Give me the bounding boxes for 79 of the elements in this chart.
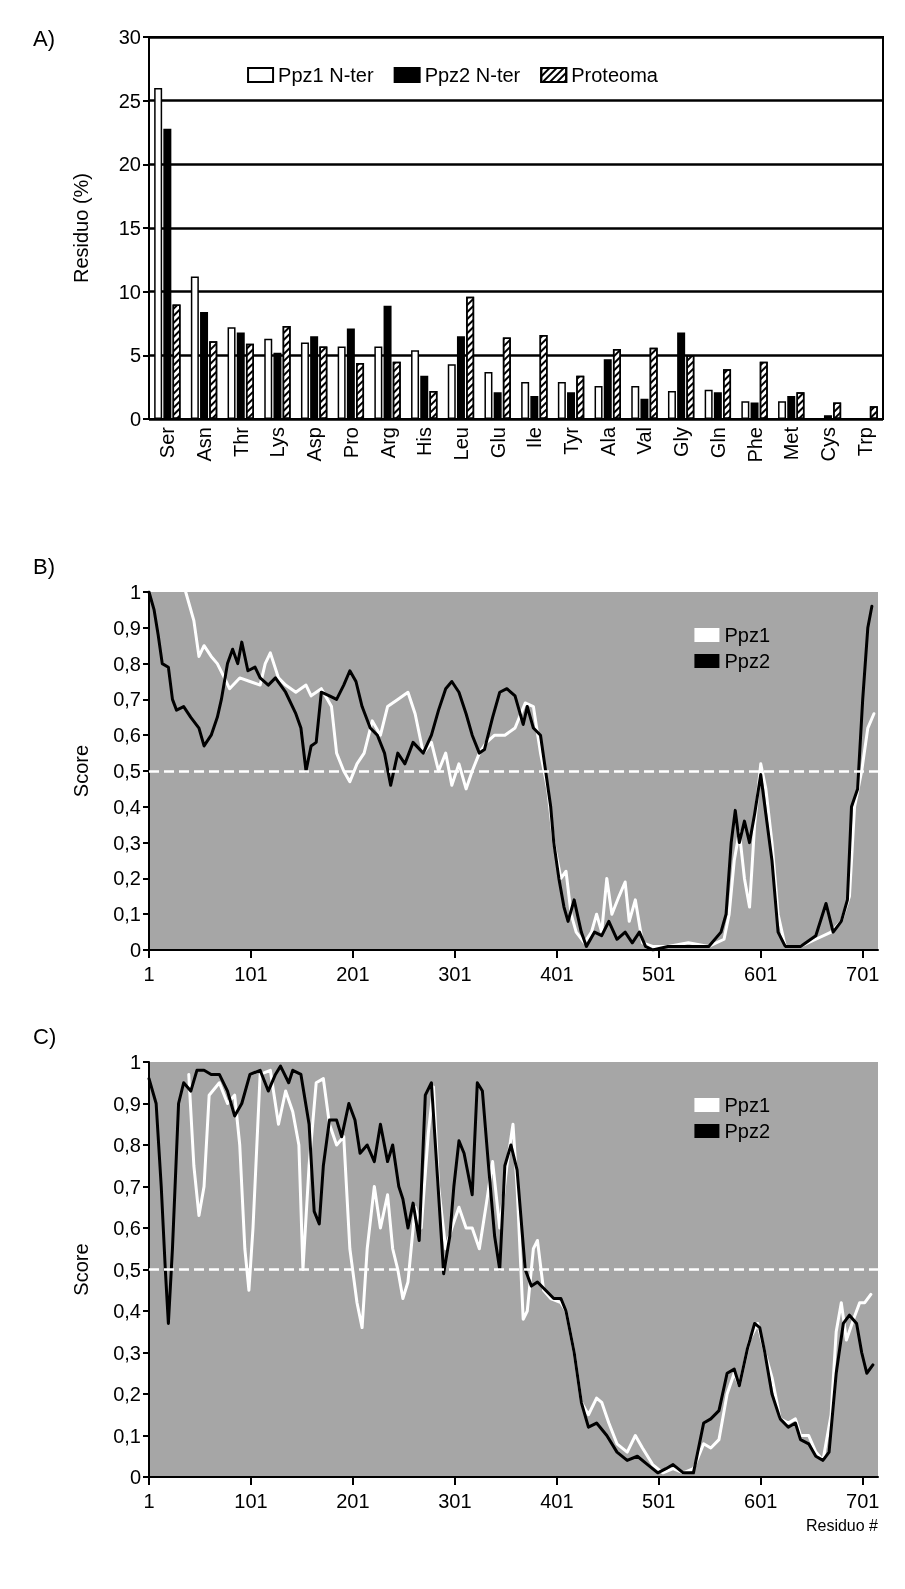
legend-label: Ppz2 [724, 650, 771, 672]
y-tick-label: 0,8 [113, 1134, 141, 1156]
y-tick-label: 0 [129, 1466, 141, 1488]
x-tick-label: Leu [449, 427, 472, 461]
y-tick-label: 0,4 [113, 1300, 141, 1322]
y-tick-label: 0,5 [113, 1258, 141, 1281]
legend-label: Ppz1 N-ter [278, 64, 374, 86]
x-tick-label: His [413, 427, 436, 456]
y-tick-label: 0,2 [113, 1383, 141, 1405]
x-tick-label: 201 [336, 963, 370, 985]
y-tick-label: 5 [129, 344, 141, 367]
x-axis-title: Residuo # [805, 1516, 879, 1534]
x-tick-label: 301 [438, 1490, 472, 1512]
y-tick-label: 0 [129, 939, 141, 961]
x-tick-label: Pro [339, 427, 362, 459]
y-tick-label: 0,3 [113, 831, 141, 854]
x-tick-label: 301 [438, 963, 472, 985]
y-tick-label: 10 [118, 280, 141, 303]
x-tick-label: 1 [143, 963, 155, 985]
x-tick-label: 701 [846, 1490, 880, 1512]
y-axis-title: Score [70, 1243, 92, 1296]
y-tick-label: 1 [129, 1051, 141, 1073]
x-tick-label: Gln [706, 427, 729, 459]
x-tick-label: 501 [642, 963, 676, 985]
y-tick-label: 0,8 [113, 652, 141, 675]
legend-label: Ppz2 N-ter [424, 64, 521, 86]
y-tick-label: 1 [129, 581, 141, 603]
y-tick-label: 0,6 [113, 724, 141, 747]
x-tick-label: Thr [229, 426, 252, 457]
y-tick-label: 0,9 [113, 1092, 141, 1115]
x-tick-label: 101 [234, 1490, 268, 1512]
y-tick-label: 0,4 [113, 795, 141, 818]
x-tick-label: Glu [486, 427, 509, 459]
x-tick-label: 401 [540, 963, 574, 985]
x-tick-label: 601 [744, 963, 778, 985]
y-tick-label: 20 [118, 153, 141, 176]
x-tick-label: Gly [670, 427, 693, 457]
chart-title: B) [33, 553, 55, 579]
x-tick-label: Ile [523, 427, 546, 449]
legend-label: Proteoma [571, 64, 659, 86]
legend-label: Ppz1 [724, 1094, 771, 1116]
x-tick-label: Asp [303, 427, 326, 462]
y-tick-label: 0,5 [113, 760, 141, 782]
x-tick-label: 201 [336, 1490, 370, 1512]
x-tick-label: Met [780, 426, 803, 461]
x-tick-label: 101 [234, 963, 268, 985]
y-tick-label: 0,1 [113, 903, 141, 926]
y-tick-label: 0,2 [113, 867, 141, 890]
y-tick-label: 25 [118, 89, 141, 112]
x-tick-label: Tyr [560, 426, 583, 455]
legend-label: Ppz2 [724, 1120, 771, 1142]
x-tick-label: Arg [376, 427, 399, 459]
y-tick-label: 0 [129, 408, 141, 430]
x-tick-label: Trp [853, 427, 876, 457]
y-tick-label: 0,7 [113, 1175, 141, 1198]
x-tick-label: Ser [156, 426, 179, 459]
x-tick-label: 501 [642, 1490, 676, 1512]
x-tick-label: Phe [743, 427, 766, 463]
y-axis-title: Score [70, 744, 92, 798]
x-tick-label: 401 [540, 1490, 574, 1512]
x-tick-label: Asn [193, 427, 216, 462]
chart-title: C) [33, 1023, 57, 1049]
x-tick-label: 1 [143, 1490, 155, 1512]
y-tick-label: 15 [118, 217, 141, 239]
y-tick-label: 0,3 [113, 1341, 141, 1364]
x-tick-label: Cys [816, 427, 839, 462]
y-tick-label: 30 [118, 26, 141, 48]
y-tick-label: 0,1 [113, 1424, 141, 1447]
x-tick-label: 701 [846, 963, 880, 985]
x-tick-label: Ala [596, 426, 619, 456]
y-tick-label: 0,9 [113, 616, 141, 639]
x-tick-label: Val [633, 427, 656, 455]
chart-title: A) [33, 25, 55, 51]
x-tick-label: Lys [266, 427, 289, 458]
y-tick-label: 0,6 [113, 1217, 141, 1239]
x-tick-label: 601 [744, 1490, 778, 1512]
y-tick-label: 0,7 [113, 688, 141, 711]
legend-label: Ppz1 [724, 624, 771, 646]
y-axis-title: Residuo (%) [70, 172, 92, 284]
